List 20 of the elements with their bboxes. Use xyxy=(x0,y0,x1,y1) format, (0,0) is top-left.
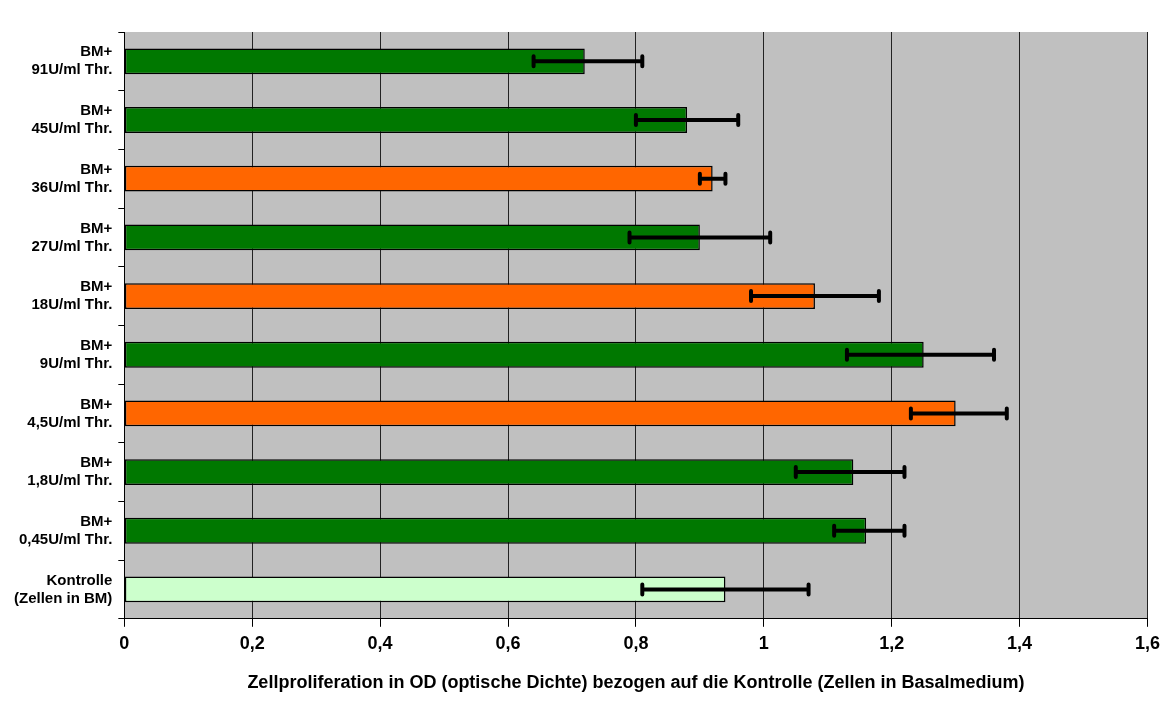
y-tick-label: BM+ 91U/ml Thr. xyxy=(31,42,113,78)
y-tick-label: BM+ 18U/ml Thr. xyxy=(31,277,113,313)
x-axis-title: Zellproliferation in OD (optische Dichte) bezogen auf die Kontrolle (Zellen in Basalmedium) xyxy=(247,672,1025,693)
x-tick-label: 0,6 xyxy=(495,632,521,653)
x-tick-label: 0,2 xyxy=(239,632,265,653)
y-tick-label: BM+ 45U/ml Thr. xyxy=(31,101,113,137)
x-tick-label: 1,2 xyxy=(879,632,905,653)
y-tick-label: BM+ 27U/ml Thr. xyxy=(31,218,113,254)
x-tick-label: 0 xyxy=(119,632,130,653)
x-tick-label: 1,6 xyxy=(1134,632,1160,653)
y-tick-label: BM+ 0,45U/ml Thr. xyxy=(18,511,113,547)
y-tick-label: BM+ 9U/ml Thr. xyxy=(39,335,113,371)
y-tick-label: BM+ 1,8U/ml Thr. xyxy=(27,453,113,489)
x-tick-label: 0,8 xyxy=(623,632,649,653)
y-tick-label: BM+ 36U/ml Thr. xyxy=(31,159,113,195)
y-tick-label: Kontrolle (Zellen in BM) xyxy=(14,570,113,606)
y-tick-label: BM+ 4,5U/ml Thr. xyxy=(27,394,113,430)
x-tick-label: 0,4 xyxy=(367,632,393,653)
x-tick-label: 1 xyxy=(758,632,769,653)
x-tick-label: 1,4 xyxy=(1007,632,1033,653)
